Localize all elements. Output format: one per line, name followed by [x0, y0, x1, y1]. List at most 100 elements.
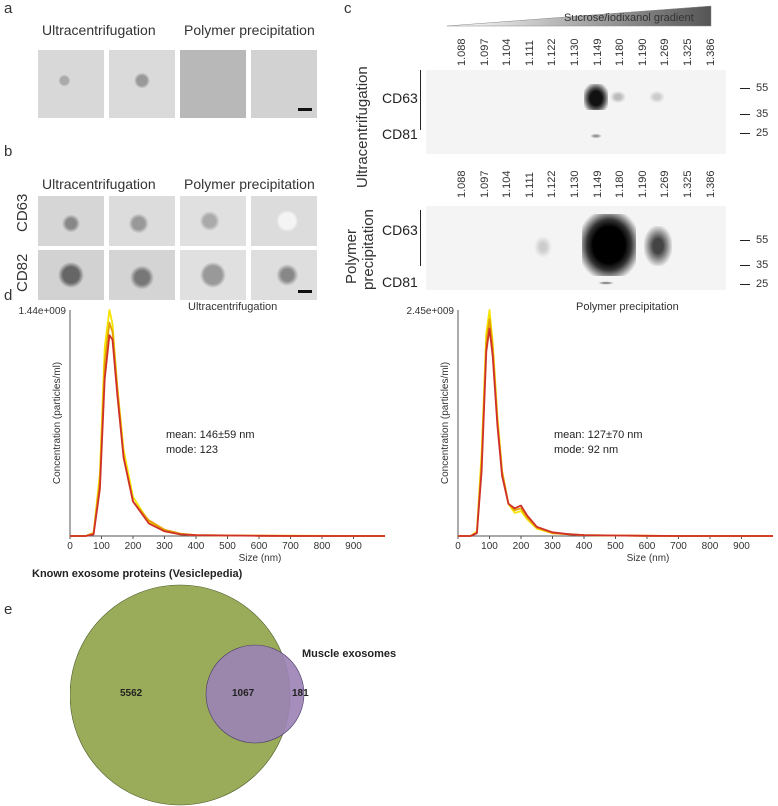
y-max-label: 2.45e+009	[406, 306, 454, 317]
x-tick-label: 100	[93, 541, 110, 552]
x-tick-label: 600	[251, 541, 268, 552]
density-label-top-3: 1.111	[523, 40, 536, 66]
venn-circle-right	[205, 644, 305, 744]
em-image-a4	[251, 50, 317, 118]
panel-label-e: e	[4, 601, 13, 618]
x-tick-label: 0	[67, 541, 73, 552]
nta-chart-polymer-precipitation: 2.45e+009 0 100 200 300 400 500 600 700 800 900 Siz…	[406, 301, 773, 564]
x-tick-label: 100	[481, 541, 498, 552]
x-tick-label: 400	[188, 541, 205, 552]
gradient-wedge	[447, 5, 712, 27]
nta-chart-ultracentrifugation: 1.44e+009 0 100 200 300 400 500 600 700 800 900 Siz…	[18, 301, 385, 564]
chart-annotation: mean: 146±59 nm	[166, 429, 255, 441]
density-label-top-5: 1.130	[569, 38, 581, 66]
blot1-bracket	[420, 70, 421, 130]
x-tick-label: 0	[455, 541, 461, 552]
density-label-bottom-1: 1.097	[478, 170, 491, 198]
blot2-mw-35-tick	[740, 265, 750, 266]
density-label-top-1: 1.097	[478, 38, 491, 66]
blot1-mw-55-tick	[740, 88, 750, 89]
western-blot-polymer-precipitation	[426, 206, 726, 290]
density-label-top-9: 1.269	[659, 38, 672, 66]
em-image-a1	[38, 50, 104, 118]
density-label-bottom-0: 1.088	[456, 170, 468, 198]
chart-annotation: mean: 127±70 nm	[554, 429, 643, 441]
density-label-bottom-5: 1.130	[569, 170, 581, 198]
blot1-mw-25: 25	[756, 127, 769, 139]
x-axis-label: Size (nm)	[239, 553, 282, 564]
density-label-bottom-11: 1.386	[704, 170, 717, 198]
venn-overlap-count: 1067	[232, 688, 255, 699]
em-image-b6	[109, 250, 175, 300]
x-axis-label: Size (nm)	[627, 553, 670, 564]
y-axis-label: Concentration (particles/ml)	[52, 362, 63, 484]
blot2-band-cd81: CD81	[382, 274, 418, 290]
x-tick-label: 800	[314, 541, 331, 552]
density-label-bottom-6: 1.149	[591, 170, 604, 198]
x-tick-label: 500	[219, 541, 236, 552]
series-line-2	[458, 327, 773, 537]
blot1-mw-55: 55	[756, 82, 769, 94]
em-image-b3	[180, 196, 246, 246]
x-tick-label: 300	[156, 541, 173, 552]
western-blot-ultracentrifugation	[426, 70, 726, 154]
blot2-mw-55-tick	[740, 240, 750, 241]
density-label-top-8: 1.190	[636, 38, 649, 66]
blot1-mw-35: 35	[756, 108, 769, 120]
panel-label-d: d	[4, 287, 13, 304]
x-tick-label: 700	[670, 541, 687, 552]
series-line-2	[70, 334, 385, 537]
blot2-mw-55: 55	[756, 234, 769, 246]
y-axis-label: Concentration (particles/ml)	[440, 362, 451, 484]
panel-b-row-cd82: CD82	[14, 253, 31, 292]
blot2-mw-25: 25	[756, 278, 769, 290]
density-label-top-6: 1.149	[591, 38, 604, 66]
venn-diagram	[70, 584, 305, 806]
em-image-b5	[38, 250, 104, 300]
density-label-bottom-10: 1.325	[682, 170, 694, 198]
x-tick-label: 600	[639, 541, 656, 552]
x-tick-label: 500	[607, 541, 624, 552]
density-label-top-11: 1.386	[704, 38, 717, 66]
series-line-1	[458, 318, 773, 537]
x-tick-label: 400	[576, 541, 593, 552]
blot-title-ultracentrifugation: Ultracentrifugation	[354, 66, 371, 188]
panel-label-c: c	[344, 0, 352, 17]
em-image-a3	[180, 50, 246, 118]
x-tick-label: 900	[733, 541, 750, 552]
panel-b-header-polymer: Polymer precipitation	[184, 176, 315, 192]
density-label-bottom-4: 1.122	[546, 170, 559, 198]
panel-label-a: a	[4, 0, 13, 17]
blot-title-polymer-line2: precipitation	[360, 209, 377, 290]
panel-b-header-ultracentrifugation: Ultracentrifugation	[42, 176, 156, 192]
scale-bar-a	[298, 108, 312, 111]
em-image-b4	[251, 196, 317, 246]
blot2-mw-35: 35	[756, 259, 769, 271]
venn-right-count: 181	[292, 688, 309, 699]
x-tick-label: 800	[702, 541, 719, 552]
chart-annotation: mode: 92 nm	[554, 444, 618, 456]
density-label-bottom-9: 1.269	[659, 170, 672, 198]
blot1-band-cd81: CD81	[382, 126, 418, 142]
density-label-bottom-8: 1.190	[636, 170, 649, 198]
blot2-bracket	[420, 210, 421, 266]
x-tick-label: 900	[345, 541, 362, 552]
venn-left-count: 5562	[120, 688, 143, 699]
x-tick-label: 200	[125, 541, 142, 552]
series-line-0	[458, 309, 773, 537]
density-label-top-10: 1.325	[682, 38, 694, 66]
em-image-a2	[109, 50, 175, 118]
em-image-b1	[38, 196, 104, 246]
density-label-top-0: 1.088	[456, 38, 468, 66]
chart-title: Polymer precipitation	[576, 301, 679, 313]
panel-label-b: b	[4, 143, 13, 160]
gradient-label: Sucrose/iodixanol gradient	[564, 12, 694, 24]
em-image-b7	[180, 250, 246, 300]
blot1-mw-25-tick	[740, 133, 750, 134]
panel-b-row-cd63: CD63	[14, 193, 31, 232]
blot2-band-cd63: CD63	[382, 222, 418, 238]
density-label-top-4: 1.122	[546, 38, 559, 66]
density-label-top-2: 1.104	[501, 38, 514, 66]
blot2-mw-25-tick	[740, 284, 750, 285]
density-label-bottom-7: 1.180	[614, 170, 627, 198]
